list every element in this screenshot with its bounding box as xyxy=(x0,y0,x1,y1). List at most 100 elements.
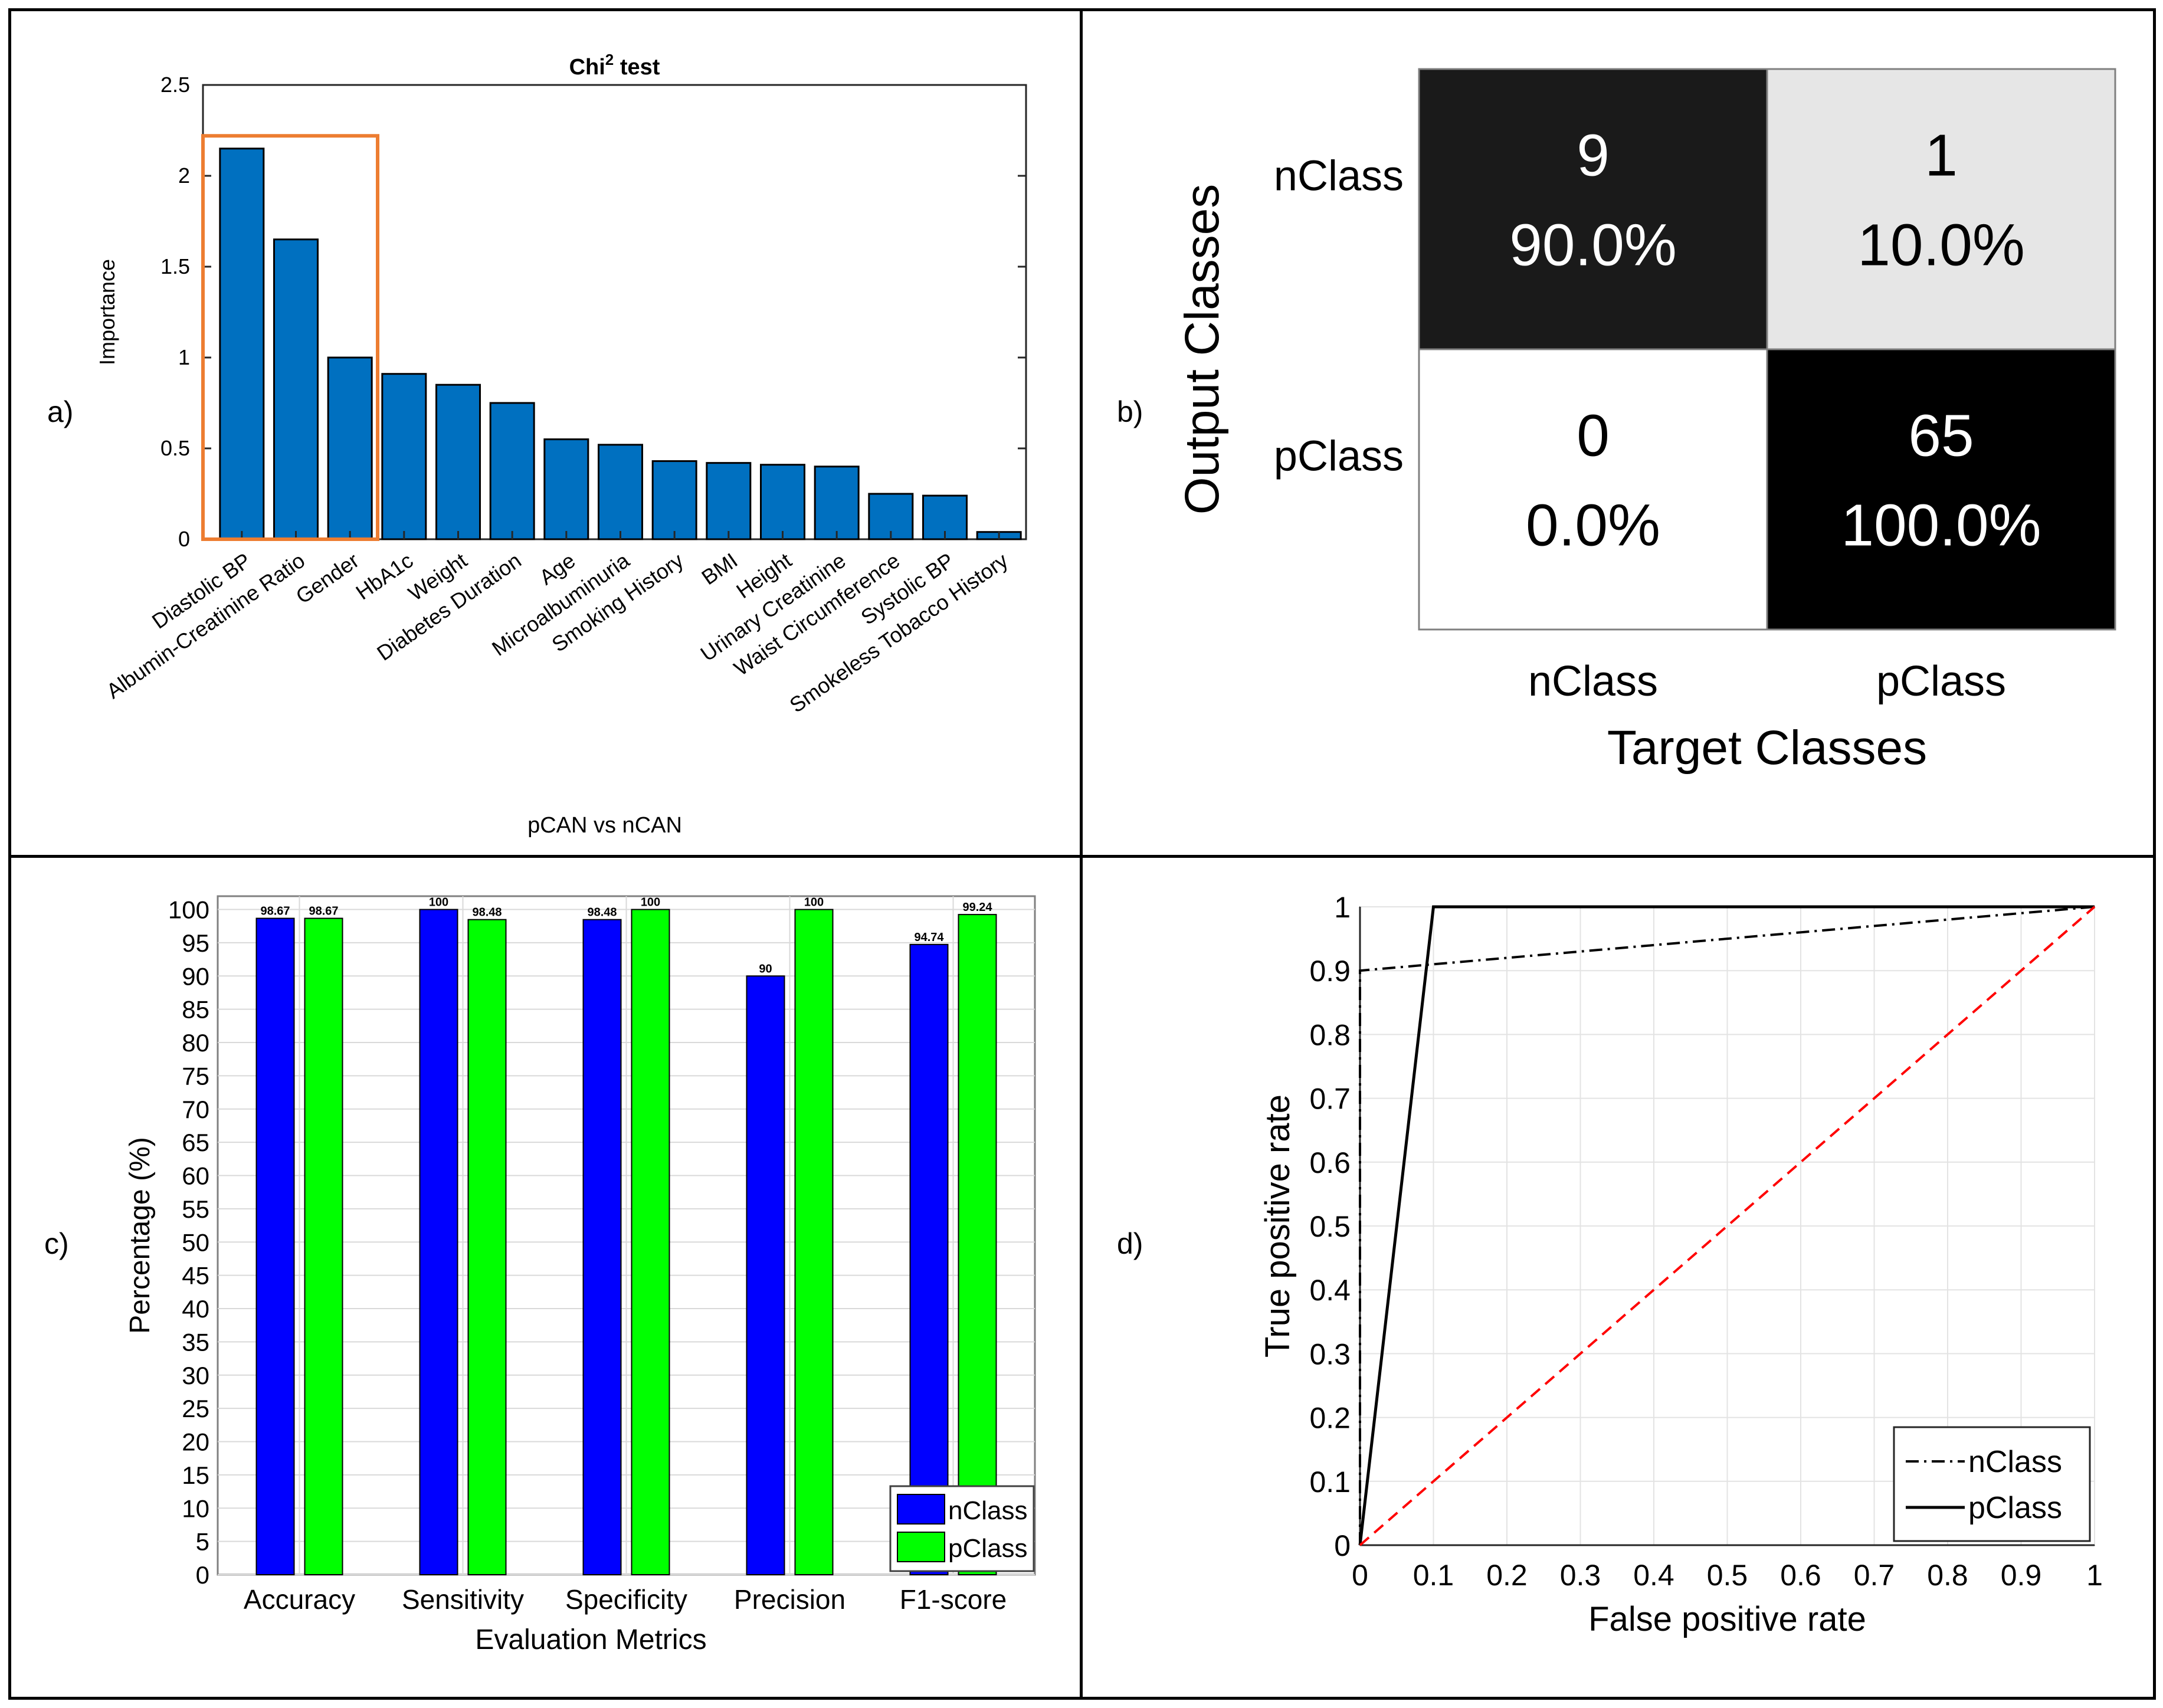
cm-cell-count: 1 xyxy=(1925,123,1958,189)
x-tick-label-a: Gender xyxy=(291,548,363,608)
y-tick-label-d: 0.5 xyxy=(1309,1210,1351,1243)
y-tick-label-c: 50 xyxy=(182,1228,209,1256)
y-tick-label-c: 95 xyxy=(182,929,209,957)
y-tick-label-c: 70 xyxy=(182,1096,209,1123)
frame-left xyxy=(8,8,11,1700)
y-tick-label-c: 85 xyxy=(182,996,209,1024)
y-tick-label-c: 80 xyxy=(182,1029,209,1057)
roc-line-chance-diagonal xyxy=(1359,906,2096,1546)
bar-a xyxy=(219,147,265,540)
chart-a-title: Chi2 test xyxy=(569,51,660,80)
legend-swatch-c xyxy=(897,1532,945,1562)
x-tick-label-a: Albumin-Creatinine Ratio xyxy=(102,548,309,703)
chart-a-title-sup: 2 xyxy=(605,51,614,68)
y-tick-label-a: 2 xyxy=(178,163,190,188)
y-tick-label-a: 0 xyxy=(178,527,190,551)
panel-c-evaluation-metrics: c) 0 5 10 15 20 25 30 35 40 45 50 55 60 65 70 75 80 85 90 9… xyxy=(11,858,1080,1697)
bar-value-label-c: 98.48 xyxy=(472,906,502,919)
y-tick-label-d: 0 xyxy=(1334,1529,1351,1562)
y-tick-label-d: 0.3 xyxy=(1309,1337,1351,1371)
bar-c-pClass xyxy=(794,909,834,1575)
cm-cell xyxy=(1418,348,1768,631)
bar-a xyxy=(489,402,535,540)
chart-a-title-main: Chi xyxy=(569,55,605,80)
cm-row-label: pClass xyxy=(1274,433,1404,480)
x-tick-label-c: Sensitivity xyxy=(402,1584,524,1615)
y-tick-label-a: 1.5 xyxy=(160,254,190,278)
y-tick-label-c: 55 xyxy=(182,1195,209,1223)
legend-swatch-c xyxy=(897,1494,945,1525)
y-tick-label-c: 30 xyxy=(182,1362,209,1389)
bar-value-label-c: 99.24 xyxy=(962,901,992,914)
cm-cell xyxy=(1766,348,2116,631)
cm-cell xyxy=(1766,68,2116,350)
x-tick-label-a: HbA1c xyxy=(351,548,417,605)
y-tick-label-d: 0.7 xyxy=(1309,1083,1351,1116)
cm-col-label: nClass xyxy=(1528,658,1658,705)
legend-label-d: pClass xyxy=(1968,1491,2062,1525)
y-axis-label-d: True positive rate xyxy=(1259,1094,1297,1358)
x-tick-label-d: 0.9 xyxy=(2001,1559,2042,1592)
x-tick-label-d: 0.1 xyxy=(1413,1559,1454,1592)
panel-a-feature-importance: a) Chi2 test 0 0.5 1 1.5 2 2.5 Importance Diasto… xyxy=(11,11,1080,855)
legend-label-c: nClass xyxy=(948,1496,1028,1525)
bar-c-pClass xyxy=(631,909,670,1575)
y-tick-label-a: 1 xyxy=(178,345,190,369)
x-tick-label-c: Specificity xyxy=(565,1584,687,1615)
x-tick-label-d: 0.2 xyxy=(1486,1559,1528,1592)
x-tick-label-d: 0 xyxy=(1352,1559,1368,1592)
y-axis-label-b: Output Classes xyxy=(1175,184,1229,515)
panel-label-c: c) xyxy=(44,1227,69,1260)
bar-c-nClass xyxy=(255,917,295,1576)
panel-label-d: d) xyxy=(1117,1227,1143,1260)
y-tick-label-c: 75 xyxy=(182,1062,209,1090)
panel-label-a: a) xyxy=(47,395,74,428)
bar-a xyxy=(381,373,427,540)
x-axis-label-c: Evaluation Metrics xyxy=(475,1624,706,1655)
bar-a xyxy=(273,238,319,540)
bar-a xyxy=(327,356,373,540)
bar-a xyxy=(760,464,805,540)
bar-c-pClass xyxy=(467,919,507,1575)
legend-label-c: pClass xyxy=(948,1534,1028,1563)
bar-value-label-c: 98.67 xyxy=(309,905,338,918)
bar-a xyxy=(598,444,643,540)
x-tick-label-c: F1-score xyxy=(900,1584,1007,1615)
cm-cell-percent: 0.0% xyxy=(1526,493,1660,559)
x-tick-label-d: 1 xyxy=(2086,1559,2103,1592)
y-tick-label-c: 0 xyxy=(196,1561,209,1589)
x-axis-label-d: False positive rate xyxy=(1588,1600,1866,1638)
cm-row-label: nClass xyxy=(1274,153,1404,200)
frame-right xyxy=(2153,8,2156,1700)
y-tick-label-c: 5 xyxy=(196,1528,209,1556)
cm-cell-count: 9 xyxy=(1577,123,1610,189)
y-axis-label-a: Importance xyxy=(95,259,119,365)
bar-a xyxy=(814,465,860,540)
panel-label-b: b) xyxy=(1117,395,1143,428)
y-tick-label-c: 100 xyxy=(168,896,209,924)
y-tick-label-c: 40 xyxy=(182,1295,209,1323)
chart-b-svg: 9 90.0% 1 10.0% 0 0.0% 65 100.0% nClass pClass nCl… xyxy=(1175,68,2116,775)
cm-cell-percent: 10.0% xyxy=(1857,212,2025,278)
bar-c-pClass xyxy=(304,917,343,1576)
y-tick-label-d: 0.1 xyxy=(1309,1466,1351,1499)
legend-label-d: nClass xyxy=(1968,1445,2062,1479)
y-tick-label-a: 2.5 xyxy=(160,73,190,97)
cm-cell-count: 65 xyxy=(1908,403,1974,469)
chart-c-svg: 0 5 10 15 20 25 30 35 40 45 50 55 60 65 70 75 80 85 90 95 10… xyxy=(124,895,1036,1655)
bar-a xyxy=(543,438,589,540)
cm-cell xyxy=(1418,68,1768,350)
y-tick-label-c: 25 xyxy=(182,1395,209,1422)
y-axis-label-c: Percentage (%) xyxy=(124,1137,156,1334)
bar-c-nClass xyxy=(582,919,622,1575)
chart-d-svg: 00 0.1 0.1 0.2 0.2 0.3 0.3 0.4 0.4 0.5 0.5 0.6 0.6 0.… xyxy=(1259,891,2103,1638)
x-tick-label-d: 0.6 xyxy=(1780,1559,1821,1592)
y-tick-label-c: 90 xyxy=(182,962,209,990)
chart-a-title-suffix: test xyxy=(614,55,660,80)
y-tick-label-c: 10 xyxy=(182,1494,209,1522)
y-tick-label-d: 0.4 xyxy=(1309,1274,1351,1307)
x-tick-label-d: 0.3 xyxy=(1560,1559,1601,1592)
bar-value-label-c: 100 xyxy=(641,896,660,909)
x-axis-label-b: Target Classes xyxy=(1607,721,1927,775)
bar-value-label-c: 98.48 xyxy=(587,906,617,919)
